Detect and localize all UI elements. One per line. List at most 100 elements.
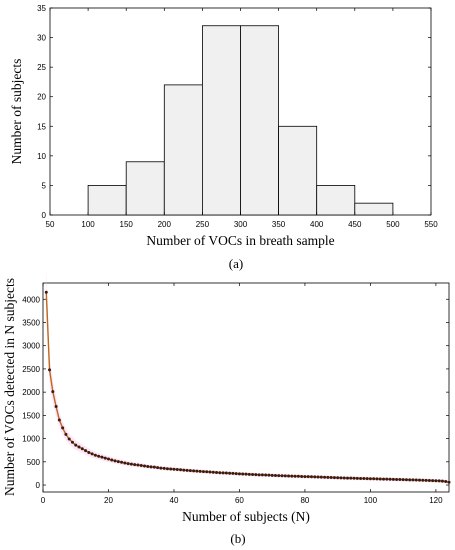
histogram-x-ticks: 50 100 150 200 250 300 350 400 450 500 550 — [46, 8, 438, 229]
histogram-y-tick-label: 15 — [37, 122, 46, 131]
histogram-y-tick-label: 5 — [42, 181, 47, 190]
line-data-point — [362, 477, 366, 481]
line-data-point — [198, 469, 202, 473]
line-data-point — [120, 460, 124, 464]
histogram-y-tick-label: 10 — [37, 152, 46, 161]
histogram-x-tick-label: 300 — [234, 220, 248, 229]
line-data-point — [329, 476, 333, 480]
histogram-bar — [316, 185, 356, 216]
line-data-point — [208, 470, 212, 474]
line-data-point — [421, 478, 425, 482]
line-data-point — [103, 456, 107, 460]
histogram-chart: 50 100 150 200 250 300 350 400 450 500 550 0 5 10 15 2… — [9, 4, 438, 271]
histogram-x-tick-label: 100 — [81, 220, 95, 229]
line-data-point — [332, 476, 336, 480]
line-series-path — [45, 292, 450, 483]
line-y-tick-label: 2500 — [22, 365, 40, 374]
histogram-bar — [240, 25, 279, 216]
line-plot-area — [42, 282, 450, 493]
line-data-point — [359, 476, 363, 480]
line-data-point — [179, 468, 183, 472]
line-data-point — [382, 477, 386, 481]
line-data-point — [411, 478, 415, 482]
line-data-point — [61, 426, 65, 430]
histogram-y-tick-label: 30 — [37, 34, 46, 43]
line-data-point — [290, 474, 294, 478]
line-data-point — [192, 469, 196, 473]
histogram-x-tick-label: 150 — [120, 220, 134, 229]
line-data-point — [444, 480, 448, 484]
line-markers — [44, 290, 451, 484]
line-x-tick-label: 40 — [170, 496, 179, 505]
line-x-tick-label: 100 — [364, 496, 378, 505]
line-data-point — [126, 462, 130, 466]
line-data-point — [152, 465, 156, 469]
line-data-point — [143, 464, 146, 468]
line-data-point — [123, 461, 127, 465]
line-y-ticks: 0 500 1000 1500 2000 2500 3000 3500 4000 — [22, 295, 449, 490]
line-data-point — [388, 477, 392, 481]
line-data-point — [323, 475, 327, 479]
line-data-point — [70, 440, 74, 444]
line-data-point — [136, 463, 140, 467]
histogram-y-tick-label: 35 — [37, 4, 46, 13]
histogram-bar — [354, 202, 394, 216]
histogram-y-ticks: 0 5 10 15 20 25 30 35 — [37, 4, 431, 220]
line-data-point — [300, 474, 304, 478]
line-series — [45, 292, 450, 483]
line-data-point — [251, 472, 255, 476]
line-y-tick-label: 3000 — [22, 342, 40, 351]
line-data-point — [434, 479, 438, 483]
line-data-point — [375, 477, 379, 481]
histogram-x-axis-label: Number of VOCs in breath sample — [146, 233, 334, 248]
line-data-point — [277, 474, 281, 478]
line-data-point — [169, 467, 173, 471]
line-data-point — [221, 471, 225, 475]
line-data-point — [264, 473, 268, 477]
line-data-point — [90, 452, 94, 456]
line-data-point — [260, 473, 264, 477]
line-data-point — [218, 471, 222, 475]
line-data-point — [342, 476, 346, 480]
line-data-point — [84, 449, 88, 453]
line-x-tick-label: 80 — [300, 496, 309, 505]
line-data-point — [401, 478, 405, 482]
line-data-point — [414, 478, 418, 482]
line-data-point — [100, 455, 104, 459]
line-data-point — [424, 478, 428, 482]
histogram-x-tick-label: 200 — [158, 220, 172, 229]
line-data-point — [175, 467, 179, 471]
line-data-point — [398, 478, 402, 482]
line-data-point — [110, 458, 114, 462]
line-data-point — [293, 474, 297, 478]
line-data-point — [247, 472, 251, 476]
line-y-tick-label: 500 — [27, 458, 41, 467]
line-data-point — [273, 474, 277, 478]
histogram-x-tick-label: 500 — [386, 220, 400, 229]
line-data-point — [77, 445, 81, 449]
line-data-point — [280, 474, 284, 478]
line-data-point — [149, 465, 153, 469]
line-y-tick-label: 2000 — [22, 388, 40, 397]
line-data-point — [427, 479, 431, 483]
line-data-point — [67, 437, 71, 441]
histogram-x-tick-label: 250 — [196, 220, 210, 229]
line-data-point — [44, 290, 48, 294]
line-data-point — [365, 477, 369, 481]
line-data-point — [303, 475, 307, 479]
line-data-point — [339, 476, 343, 480]
line-data-point — [57, 418, 61, 422]
line-data-point — [244, 472, 248, 476]
line-data-point — [437, 479, 441, 483]
line-data-point — [349, 476, 353, 480]
line-data-point — [431, 479, 435, 483]
line-data-point — [106, 457, 110, 461]
line-x-tick-label: 120 — [429, 496, 443, 505]
line-data-point — [440, 479, 444, 483]
histogram-bar — [163, 84, 203, 216]
histogram-bar — [125, 161, 165, 216]
line-data-point — [159, 466, 163, 470]
line-data-point — [205, 470, 209, 474]
line-data-point — [267, 473, 271, 477]
line-data-point — [296, 474, 300, 478]
